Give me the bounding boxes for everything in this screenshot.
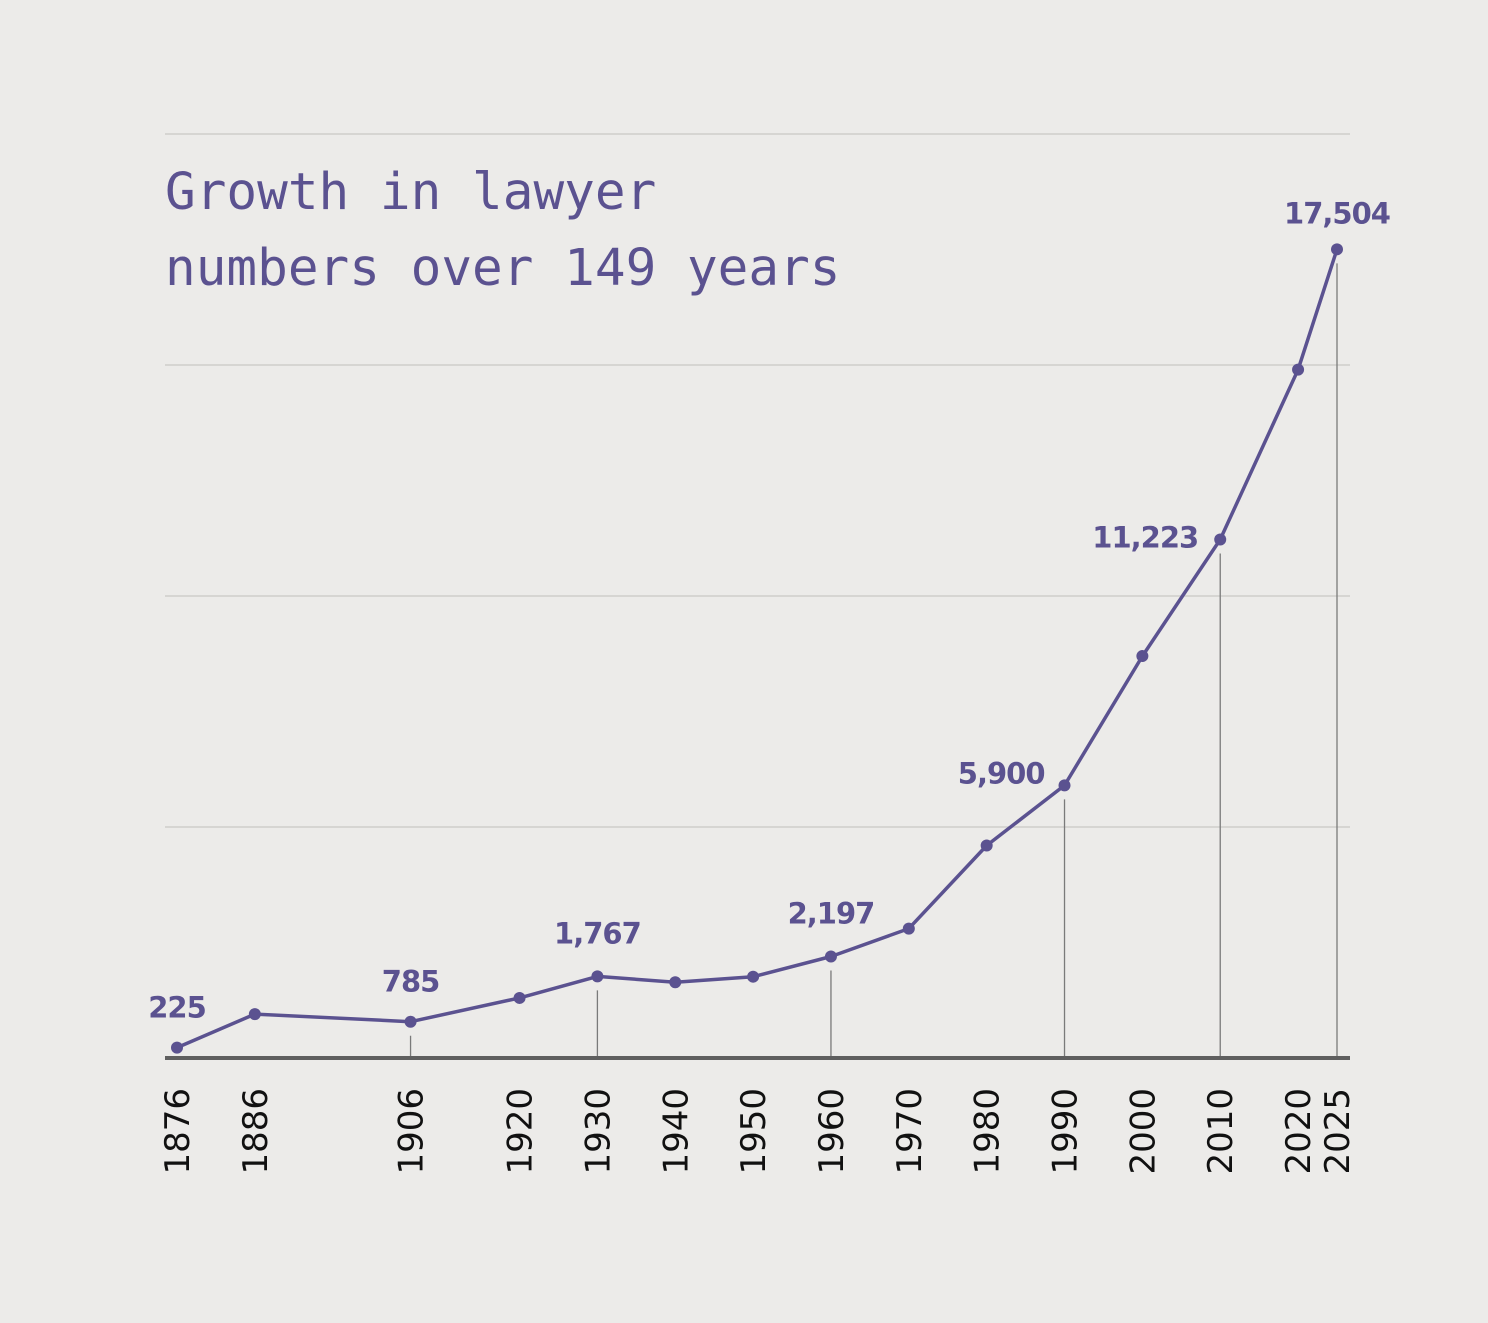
data-label: 11,223 xyxy=(1092,520,1198,554)
x-tick-label: 1930 xyxy=(578,1088,618,1175)
data-point xyxy=(902,922,915,935)
data-point xyxy=(248,1008,261,1021)
series-line xyxy=(175,247,1339,1050)
data-label: 2,197 xyxy=(788,896,875,930)
data-point xyxy=(669,976,682,989)
leader-lines xyxy=(409,263,1338,1058)
data-label: 17,504 xyxy=(1284,196,1390,230)
x-tick-label: 1960 xyxy=(812,1088,852,1175)
data-point xyxy=(171,1041,183,1054)
data-point xyxy=(591,970,604,983)
data-labels: 225 785 1,767 2,197 5,900 11,223 17,504 xyxy=(148,196,1391,1025)
data-point xyxy=(1214,533,1227,546)
chart-title: Growth in lawyer numbers over 149 years xyxy=(165,163,841,298)
chart-title-line-1: Growth in lawyer xyxy=(165,163,656,222)
x-tick-label: 1950 xyxy=(734,1088,774,1175)
data-point xyxy=(747,970,760,983)
x-tick-label: 1940 xyxy=(656,1088,696,1175)
x-tick-labels: 1876 1886 1906 1920 1930 1940 1950 1960 1970 1980… xyxy=(158,1088,1358,1175)
data-point xyxy=(404,1015,417,1028)
x-tick-label: 1990 xyxy=(1046,1088,1086,1175)
x-tick-label: 1886 xyxy=(236,1088,276,1175)
data-point xyxy=(513,991,526,1004)
data-point xyxy=(1058,779,1071,792)
x-tick-label: 1980 xyxy=(968,1088,1008,1175)
data-label: 1,767 xyxy=(554,916,641,950)
x-tick-label: 2025 xyxy=(1318,1088,1358,1175)
x-tick-label: 2000 xyxy=(1123,1088,1163,1175)
series-lawyers xyxy=(171,243,1343,1054)
gridlines xyxy=(165,133,1350,828)
x-tick-label: 2020 xyxy=(1279,1088,1319,1175)
data-point xyxy=(1136,650,1149,663)
data-label: 225 xyxy=(148,991,206,1025)
x-tick-label: 1906 xyxy=(392,1088,432,1175)
data-point xyxy=(980,839,993,852)
data-label: 785 xyxy=(382,965,440,999)
data-point xyxy=(1292,363,1305,376)
data-label: 5,900 xyxy=(958,756,1045,790)
data-point xyxy=(824,950,837,963)
x-tick-label: 1876 xyxy=(158,1088,198,1175)
chart-title-line-2: numbers over 149 years xyxy=(165,239,841,298)
x-tick-label: 2010 xyxy=(1201,1088,1241,1175)
x-tick-label: 1970 xyxy=(890,1088,930,1175)
x-tick-label: 1920 xyxy=(501,1088,541,1175)
data-point xyxy=(1331,243,1343,256)
